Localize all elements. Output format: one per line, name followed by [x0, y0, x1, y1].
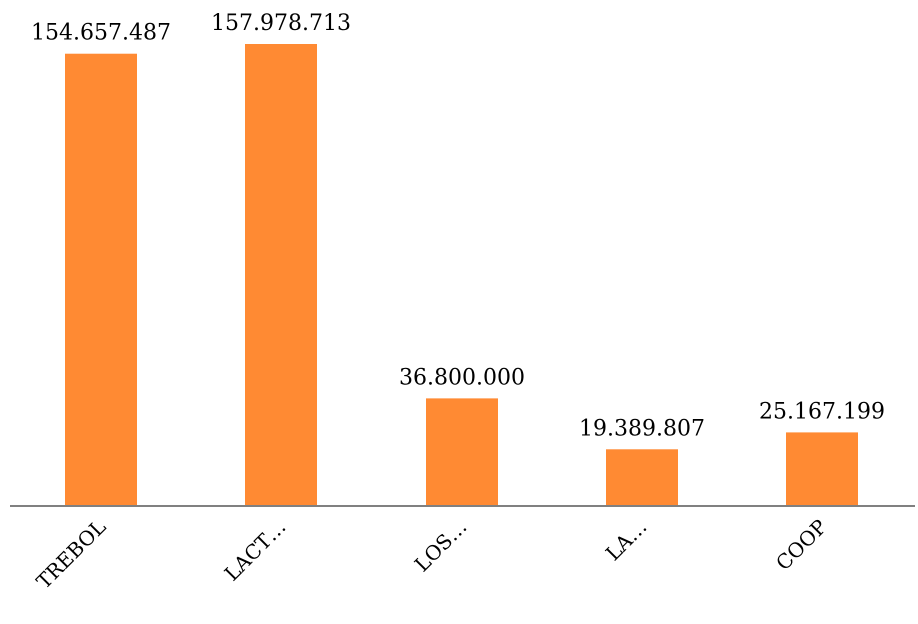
value-label-4: 19.389.807 [579, 416, 705, 441]
bar-2 [245, 44, 317, 506]
category-label-1: TREBOL [32, 515, 111, 594]
value-labels-layer: 154.657.487 157.978.713 36.800.000 19.389.8… [31, 11, 885, 441]
bar-4 [606, 449, 678, 506]
category-label-3: LOS… [410, 515, 472, 577]
category-label-5: COOP [771, 515, 832, 576]
bars-layer [65, 44, 858, 507]
category-label-4: LA… [601, 515, 652, 566]
value-label-2: 157.978.713 [211, 11, 351, 36]
bar-1 [65, 53, 137, 507]
bar-5 [786, 432, 858, 506]
value-label-3: 36.800.000 [399, 365, 525, 390]
category-labels-layer: TREBOL LACT… LOS… LA… COOP [32, 515, 832, 594]
bar-3 [426, 398, 498, 506]
value-label-1: 154.657.487 [31, 21, 171, 46]
category-label-2: LACT… [220, 515, 291, 586]
value-label-5: 25.167.199 [759, 399, 885, 424]
